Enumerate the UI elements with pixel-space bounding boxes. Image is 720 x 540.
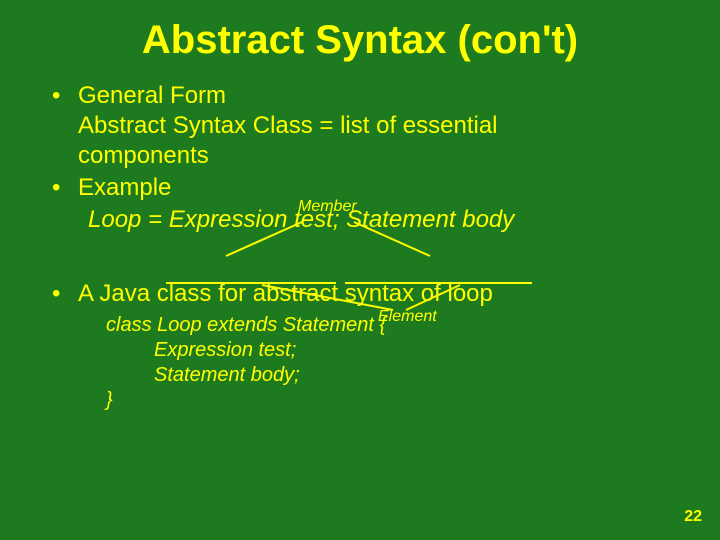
example-line: Loop = Expression test; Statement body [48,205,680,235]
page-number: 22 [684,508,702,526]
annotation-member: Member [298,198,357,216]
code-l4: } [106,388,680,413]
bullet-list-2: A Java class for abstract syntax of loop [48,279,680,309]
code-block: class Loop extends Statement { Expressio… [48,313,680,413]
bullet-1: General Form Abstract Syntax Class = lis… [48,81,680,171]
bullet-list: General Form Abstract Syntax Class = lis… [48,81,680,203]
bullet-1-line2b: components [78,142,209,169]
bullet-2-head: Example [78,174,171,201]
slide-title: Abstract Syntax (con't) [0,0,720,81]
bullet-1-line2a: Abstract Syntax Class = list of essentia… [78,112,498,139]
bullet-2: Example [48,173,680,203]
slide-body: General Form Abstract Syntax Class = lis… [0,81,720,413]
bullet-3-head: A Java class for abstract syntax of loop [78,280,493,307]
code-l2: Expression test; [106,338,680,363]
bullet-1-head: General Form [78,82,226,109]
bullet-3: A Java class for abstract syntax of loop [48,279,680,309]
annotation-element: Element [378,308,437,326]
code-l3: Statement body; [106,363,680,388]
